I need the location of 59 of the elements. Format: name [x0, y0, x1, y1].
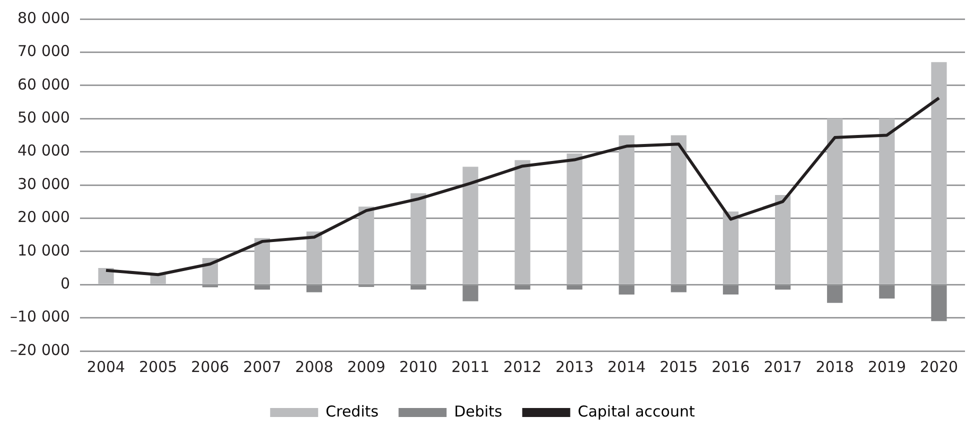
bar: [722, 212, 739, 284]
bar: [98, 268, 114, 284]
bar: [670, 135, 686, 284]
bar: [254, 238, 270, 284]
y-tick-label: 70 000: [17, 42, 70, 60]
bar: [566, 153, 582, 284]
bar: [827, 118, 843, 284]
bar: [254, 285, 270, 290]
bar: [774, 285, 791, 290]
x-tick-label: 2005: [138, 358, 178, 376]
bar: [618, 135, 634, 284]
legend-label: Credits: [326, 402, 379, 420]
bar: [514, 285, 530, 290]
bar: [306, 285, 322, 292]
x-tick-label: 2016: [712, 358, 750, 376]
x-tick-label: 2017: [764, 358, 802, 376]
bar: [462, 285, 478, 302]
bar: [618, 285, 634, 295]
y-tick-label: 50 000: [17, 108, 70, 126]
bar: [827, 285, 843, 303]
y-tick-label: 0: [60, 274, 70, 292]
y-tick-label: –20 000: [10, 340, 70, 359]
x-tick-label: 2019: [868, 358, 906, 376]
y-tick-label: 10 000: [17, 241, 70, 260]
bar: [410, 285, 426, 290]
bar: [566, 285, 582, 290]
bar: [722, 285, 739, 295]
x-tick-label: 2011: [451, 358, 490, 376]
bar: [879, 118, 895, 284]
bar: [931, 62, 947, 284]
x-tick-label: 2020: [920, 358, 958, 376]
bar: [931, 285, 947, 322]
bar: [306, 231, 322, 284]
x-tick-label: 2009: [347, 358, 386, 376]
bar: [879, 285, 895, 299]
y-tick-label: 30 000: [17, 174, 70, 193]
bar: [514, 160, 530, 284]
y-tick-label: 80 000: [17, 8, 70, 27]
x-tick-label: 2012: [503, 358, 542, 376]
x-tick-label: 2004: [86, 358, 126, 376]
bar: [462, 166, 478, 284]
x-tick-label: 2010: [399, 358, 438, 376]
bar: [410, 193, 426, 284]
legend-label: Capital account: [578, 402, 695, 420]
bar: [670, 285, 686, 292]
y-tick-label: 40 000: [17, 142, 70, 160]
x-tick-label: 2008: [295, 358, 334, 376]
y-tick-label: 20 000: [17, 208, 70, 226]
x-tick-label: 2007: [243, 358, 282, 376]
x-tick-label: 2014: [608, 358, 646, 376]
y-tick-label: 60 000: [17, 75, 70, 94]
bar: [358, 206, 374, 284]
x-tick-label: 2018: [816, 358, 854, 376]
bar: [774, 194, 791, 284]
y-tick-label: –10 000: [10, 308, 70, 326]
x-tick-label: 2006: [191, 358, 230, 376]
x-tick-label: 2015: [660, 358, 698, 376]
legend-label: Debits: [454, 402, 502, 420]
x-tick-label: 2013: [555, 358, 594, 376]
